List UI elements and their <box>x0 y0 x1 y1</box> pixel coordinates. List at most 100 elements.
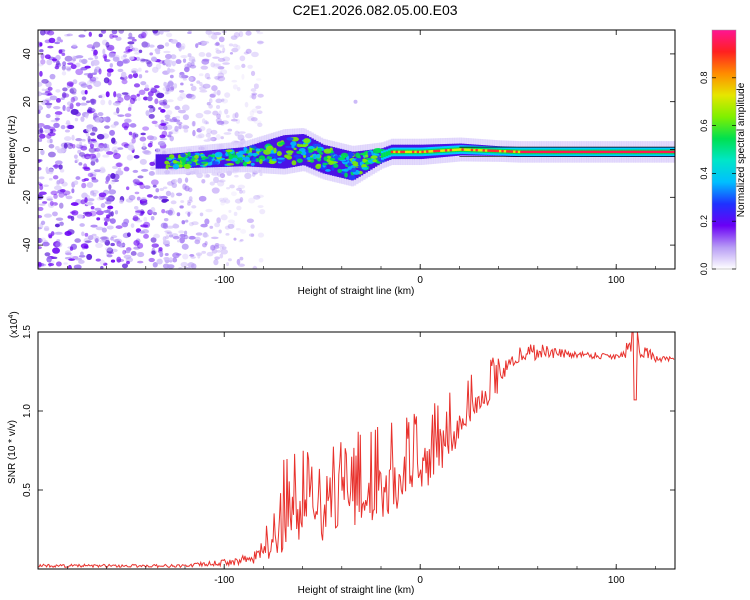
spectrogram-noise-cell <box>86 109 92 113</box>
spectrogram-noise-cell <box>232 84 238 90</box>
spectrogram-noise-cell <box>148 105 154 109</box>
spectrogram-noise-cell <box>46 59 53 66</box>
spectrogram-noise-cell <box>111 137 116 144</box>
spectrogram-noise-cell <box>179 205 184 209</box>
spectrogram-band-blob <box>335 159 340 162</box>
spectrogram-line-peak <box>663 150 667 154</box>
spectrogram-noise-cell <box>134 205 139 210</box>
spectrogram-noise-cell <box>100 30 106 34</box>
spectrogram-noise-cell <box>148 107 154 113</box>
spectrogram-noise-cell <box>166 231 173 235</box>
spectrogram-noise-cell <box>177 239 181 243</box>
spectrogram-noise-cell <box>97 112 104 117</box>
snr-x-axis-label: Height of straight line (km) <box>298 585 415 596</box>
spectrogram-noise-cell <box>211 248 218 254</box>
spectrogram-noise-cell <box>66 33 74 37</box>
spectrogram-noise-cell <box>70 108 79 115</box>
spectrogram-band-blob <box>268 153 277 158</box>
spectrogram-noise-cell <box>133 83 141 88</box>
spectrogram-noise-cell <box>67 143 73 150</box>
colorbar-tick-label: 0.2 <box>699 215 709 228</box>
spectrogram-line-peak <box>654 150 658 154</box>
spectrogram-noise-cell <box>235 228 241 231</box>
spectrogram-noise-cell <box>174 125 179 132</box>
spectrogram-band-blob <box>280 141 285 145</box>
spectrogram-noise-cell <box>41 88 46 92</box>
spectrogram-noise-cell <box>59 188 66 193</box>
spectrogram-noise-cell <box>167 67 171 74</box>
spectrogram-noise-cell <box>121 122 130 129</box>
spectrogram-noise-cell <box>175 42 182 49</box>
spectrogram-noise-cell <box>211 34 218 40</box>
spectrogram-noise-cell <box>163 217 169 222</box>
spectrogram-noise-cell <box>223 132 232 135</box>
spectrogram-noise-cell <box>99 239 106 243</box>
spectrogram-noise-cell <box>89 173 97 179</box>
spectrogram-band-blob <box>235 152 243 158</box>
spectrogram-noise-cell <box>213 176 220 184</box>
spectrogram-noise-cell <box>218 36 225 43</box>
spectrogram-noise-cell <box>38 138 43 142</box>
spectrogram-band-blob <box>323 148 332 154</box>
spectrogram-noise-cell <box>109 63 113 68</box>
spectrogram-noise-cell <box>110 242 115 247</box>
spectrogram-y-tick-label: -20 <box>22 190 33 205</box>
spectrogram-noise-cell <box>124 118 132 123</box>
spectrogram-noise-cell <box>188 235 196 240</box>
spectrogram-noise-cell <box>137 252 145 258</box>
spectrogram-line-peak <box>390 150 394 154</box>
spectrogram-line-peak <box>501 150 505 153</box>
spectrogram-noise-cell <box>157 141 166 146</box>
spectrogram-band-blob <box>187 151 191 157</box>
spectrogram-noise-cell <box>71 45 78 49</box>
spectrogram-band-blob <box>303 138 311 144</box>
spectrogram-noise-cell <box>46 30 55 36</box>
spectrogram-noise-cell <box>107 79 112 86</box>
spectrogram-line-peak <box>557 150 561 154</box>
spectrogram-line-peak <box>574 150 578 154</box>
spectrogram-noise-cell <box>251 93 257 100</box>
spectrogram-noise-cell <box>44 128 51 134</box>
spectrogram-line-peak <box>607 150 611 154</box>
spectrogram-noise-cell <box>165 235 170 240</box>
spectrogram-noise-cell <box>168 68 175 73</box>
spectrogram-noise-cell <box>187 53 192 58</box>
spectrogram-noise-cell <box>90 160 96 166</box>
spectrogram-noise-cell <box>155 48 160 55</box>
spectrogram-noise-cell <box>190 263 197 269</box>
spectrogram-noise-cell <box>48 143 55 149</box>
spectrogram-noise-cell <box>108 52 116 58</box>
spectrogram-line-peak <box>647 150 651 154</box>
spectrogram-band-blob <box>327 155 332 159</box>
spectrogram-noise-cell <box>187 201 191 206</box>
spectrogram-noise-cell <box>215 49 222 54</box>
spectrogram-noise-cell <box>150 179 159 186</box>
spectrogram-noise-cell <box>172 252 180 259</box>
spectrogram-noise-cell <box>258 258 264 263</box>
spectrogram-noise-cell <box>191 205 197 209</box>
spectrogram-noise-cell <box>220 136 224 140</box>
spectrogram-noise-cell <box>102 217 106 222</box>
spectrogram-noise-cell <box>150 86 156 92</box>
spectrogram-noise-cell <box>199 89 208 93</box>
spectrogram-noise-cell <box>93 142 100 148</box>
spectrogram-noise-cell <box>104 221 108 226</box>
spectrogram-line-peak <box>618 150 622 154</box>
spectrogram-noise-cell <box>98 168 106 174</box>
spectrogram-noise-cell <box>140 198 148 204</box>
spectrogram-noise-cell <box>226 186 231 190</box>
spectrogram-noise-cell <box>140 81 147 86</box>
spectrogram-noise-cell <box>248 197 256 204</box>
spectrogram-noise-cell <box>105 151 114 155</box>
spectrogram-noise-cell <box>155 63 162 70</box>
spectrogram-noise-cell <box>106 71 112 77</box>
spectrogram-noise-cell <box>136 179 140 185</box>
spectrogram-noise-cell <box>81 247 86 250</box>
spectrogram-noise-cell <box>235 118 241 124</box>
spectrogram-noise-cell <box>81 231 85 237</box>
spectrogram-line-peak <box>590 150 594 154</box>
spectrogram-noise-cell <box>192 120 196 127</box>
spectrogram-noise-cell <box>188 196 193 201</box>
spectrogram-noise-cell <box>215 133 221 140</box>
